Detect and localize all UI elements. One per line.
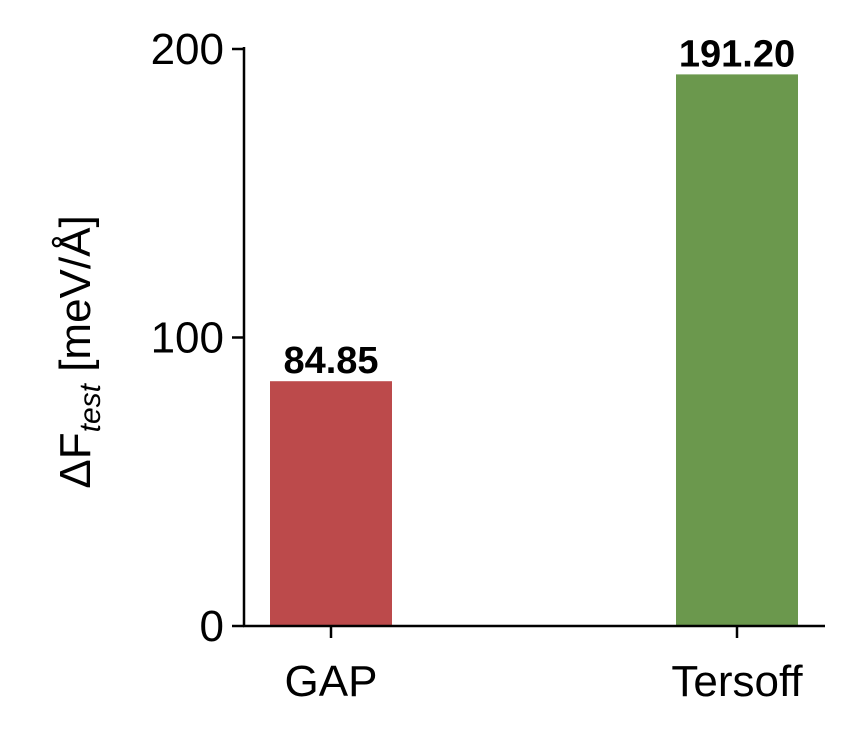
x-tick-label-tersoff: Tersoff	[671, 657, 803, 706]
value-label-tersoff: 191.20	[679, 33, 795, 75]
y-tick-label-100: 100	[151, 314, 224, 363]
y-axis-label-prefix: ΔF	[51, 432, 100, 488]
y-axis-label-unit: [meV/Å]	[51, 215, 100, 384]
axes-layer	[232, 47, 825, 638]
x-tick-label-gap: GAP	[285, 657, 378, 706]
y-axis-label-subscript: test	[74, 382, 107, 432]
bar-gap	[270, 381, 392, 626]
bar-tersoff	[676, 74, 798, 626]
y-axis-label: ΔFtest [meV/Å]	[51, 215, 107, 488]
y-tick-label-200: 200	[151, 25, 224, 74]
labels-layer: 84.85 GAP 191.20 Tersoff 0 100 200	[151, 25, 804, 706]
bars-layer	[270, 74, 798, 626]
y-tick-label-0: 0	[200, 602, 224, 651]
value-label-gap: 84.85	[283, 340, 378, 382]
